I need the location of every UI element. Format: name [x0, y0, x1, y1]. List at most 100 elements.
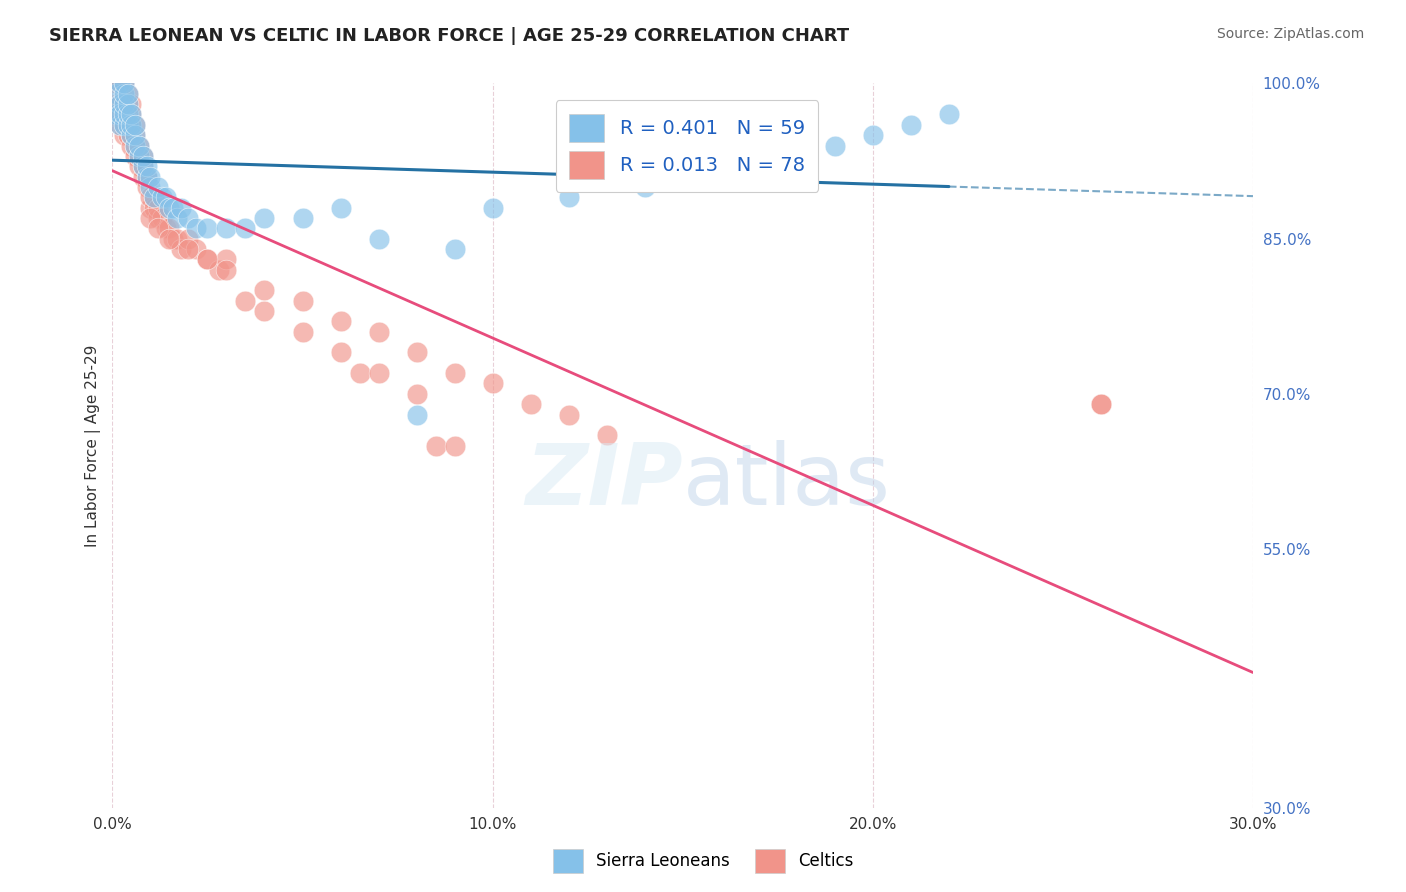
Point [159, 201, 181, 215]
Point [120, 128, 142, 143]
Point [405, 345, 427, 359]
Point [150, 190, 173, 204]
Point [117, 107, 139, 121]
Point [710, 159, 733, 173]
Point [135, 180, 157, 194]
Point [170, 242, 193, 256]
Point [162, 201, 184, 215]
Point [197, 221, 219, 235]
Point [108, 97, 131, 112]
Text: ZIP: ZIP [524, 441, 683, 524]
Point [120, 118, 142, 132]
Point [143, 201, 166, 215]
Point [824, 138, 846, 153]
Point [291, 211, 314, 225]
Point [132, 149, 155, 163]
Point [405, 408, 427, 422]
Point [117, 107, 139, 121]
Point [112, 118, 135, 132]
Point [120, 97, 142, 112]
Point [672, 169, 695, 184]
Point [120, 107, 142, 121]
Point [291, 325, 314, 339]
Text: SIERRA LEONEAN VS CELTIC IN LABOR FORCE | AGE 25-29 CORRELATION CHART: SIERRA LEONEAN VS CELTIC IN LABOR FORCE … [49, 27, 849, 45]
Point [117, 128, 139, 143]
Point [748, 149, 770, 163]
Y-axis label: In Labor Force | Age 25-29: In Labor Force | Age 25-29 [86, 344, 101, 547]
Point [405, 387, 427, 401]
Point [900, 118, 922, 132]
Point [291, 293, 314, 308]
Point [105, 107, 128, 121]
Point [329, 345, 352, 359]
Point [139, 180, 162, 194]
Point [120, 128, 142, 143]
Point [124, 138, 146, 153]
Point [128, 138, 150, 153]
Point [128, 149, 150, 163]
Point [367, 366, 389, 380]
Point [215, 221, 238, 235]
Point [170, 201, 193, 215]
Point [132, 149, 155, 163]
Point [105, 87, 128, 101]
Point [132, 159, 155, 173]
Point [557, 190, 579, 204]
Point [235, 293, 257, 308]
Point [108, 77, 131, 91]
Point [112, 107, 135, 121]
Point [177, 242, 200, 256]
Point [253, 284, 276, 298]
Point [143, 190, 166, 204]
Point [146, 180, 169, 194]
Point [112, 77, 135, 91]
Point [117, 118, 139, 132]
Point [139, 169, 162, 184]
Point [862, 128, 884, 143]
Point [938, 107, 960, 121]
Point [112, 87, 135, 101]
Point [595, 428, 617, 442]
Point [166, 211, 188, 225]
Point [159, 232, 181, 246]
Point [112, 107, 135, 121]
Point [443, 439, 465, 453]
Point [124, 138, 146, 153]
Point [177, 232, 200, 246]
Point [120, 138, 142, 153]
Point [120, 118, 142, 132]
Point [117, 97, 139, 112]
Point [146, 211, 169, 225]
Point [443, 366, 465, 380]
Point [349, 366, 371, 380]
Point [117, 97, 139, 112]
Point [481, 201, 503, 215]
Point [124, 118, 146, 132]
Point [557, 408, 579, 422]
Point [132, 159, 155, 173]
Point [443, 242, 465, 256]
Legend: R = 0.401   N = 59, R = 0.013   N = 78: R = 0.401 N = 59, R = 0.013 N = 78 [555, 101, 818, 193]
Point [166, 232, 188, 246]
Point [108, 77, 131, 91]
Point [124, 118, 146, 132]
Point [329, 314, 352, 328]
Point [159, 221, 181, 235]
Point [634, 180, 657, 194]
Point [105, 97, 128, 112]
Point [139, 190, 162, 204]
Point [1090, 397, 1112, 411]
Point [108, 118, 131, 132]
Point [139, 211, 162, 225]
Point [128, 138, 150, 153]
Point [1090, 397, 1112, 411]
Point [184, 221, 207, 235]
Point [128, 149, 150, 163]
Point [112, 128, 135, 143]
Point [197, 252, 219, 267]
Point [124, 149, 146, 163]
Point [184, 242, 207, 256]
Point [124, 128, 146, 143]
Point [425, 439, 447, 453]
Point [120, 107, 142, 121]
